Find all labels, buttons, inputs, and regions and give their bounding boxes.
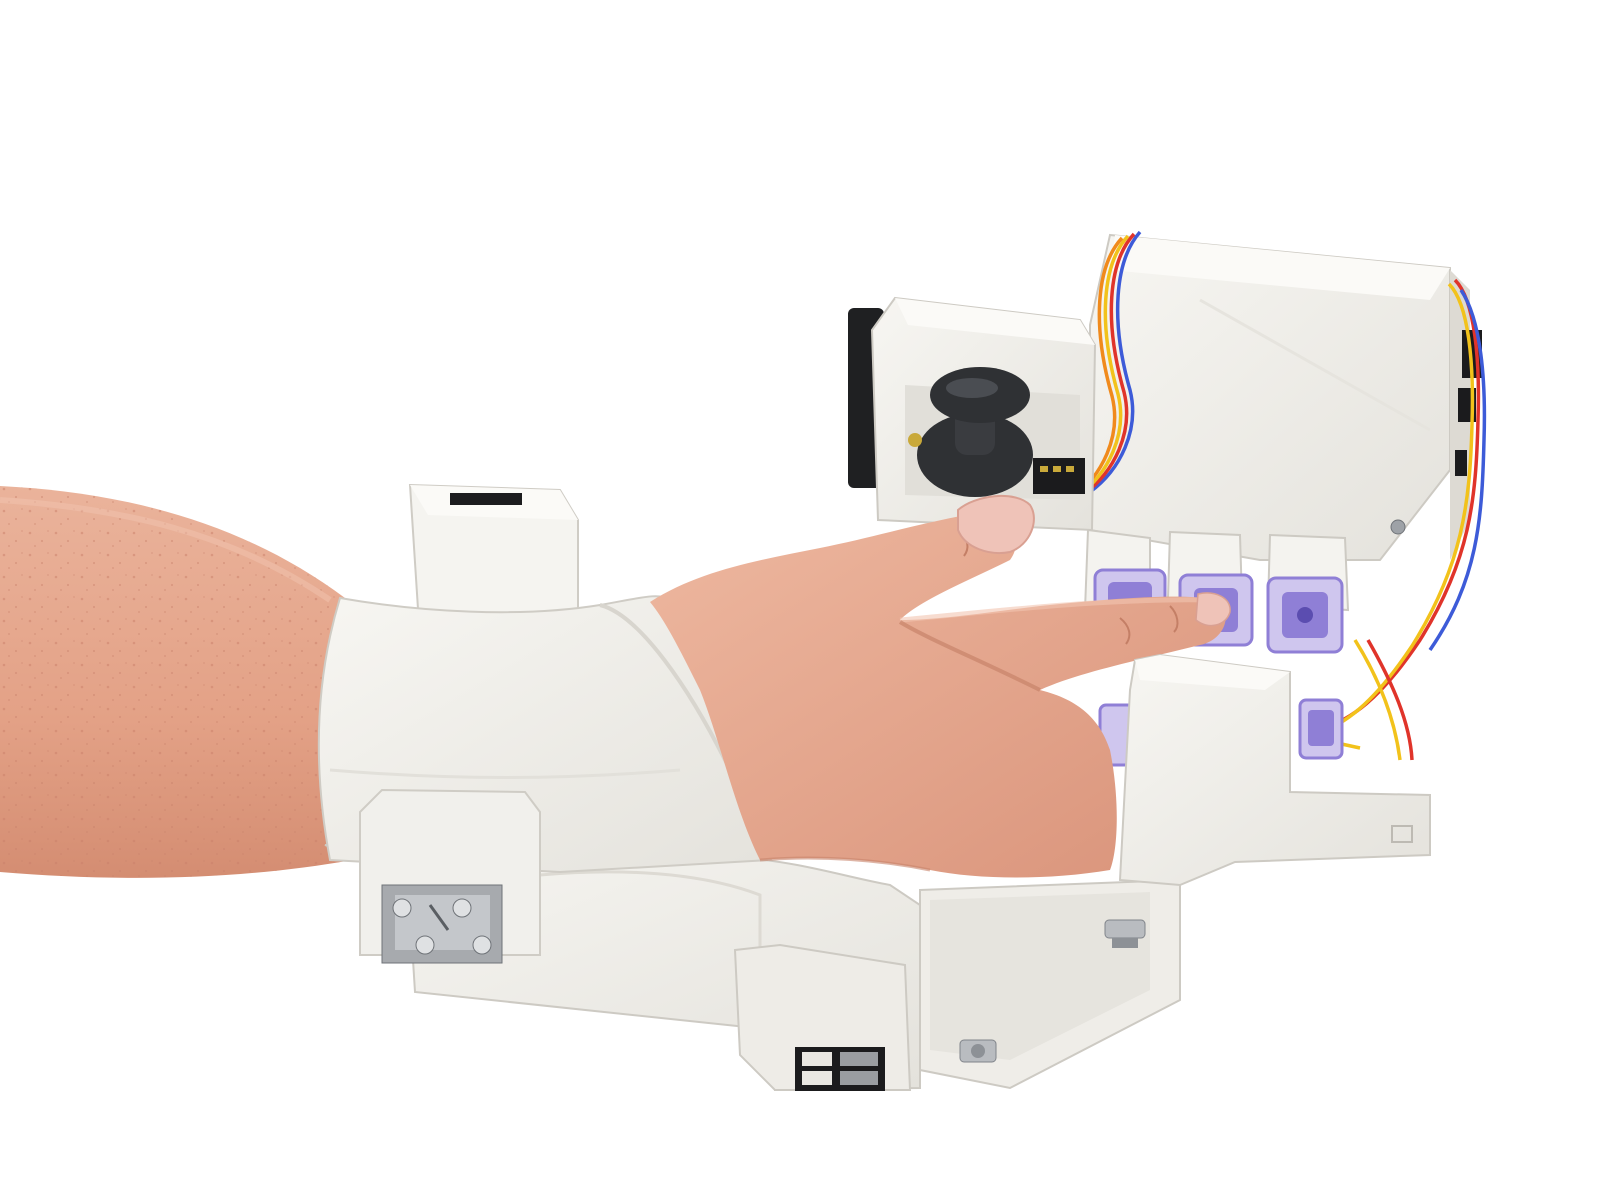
- screw-fitting: [959, 1039, 997, 1063]
- cuff-slot: [450, 493, 522, 505]
- push-button-4: [1298, 698, 1344, 760]
- forearm: [0, 486, 352, 878]
- rj-connector: [795, 1047, 885, 1091]
- palm-plate: [1089, 233, 1482, 561]
- finger-rest: [1118, 653, 1431, 887]
- push-button-3: [1266, 576, 1344, 654]
- joystick-header: [1033, 458, 1085, 494]
- thumbnail: [957, 494, 1035, 554]
- header-connector: [1455, 450, 1467, 476]
- hand: [650, 494, 1231, 878]
- lower-frame: [919, 878, 1181, 1090]
- wiring: [1070, 230, 1487, 761]
- screw-fitting: [1104, 919, 1146, 948]
- screw-icon: [1390, 519, 1406, 535]
- fingernail: [1195, 592, 1231, 627]
- wrist-cuff: [317, 483, 782, 964]
- joystick: [908, 367, 1033, 497]
- metal-connector-panel: [381, 884, 503, 964]
